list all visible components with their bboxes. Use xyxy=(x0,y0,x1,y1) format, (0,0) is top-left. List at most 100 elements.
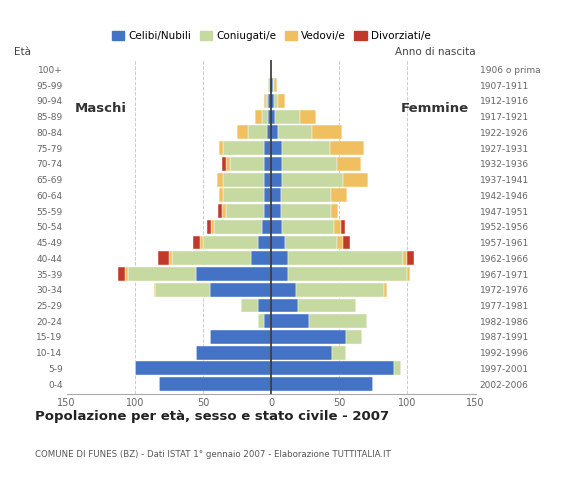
Bar xyxy=(125,267,128,281)
Bar xyxy=(270,78,271,92)
Bar xyxy=(222,157,226,171)
Bar xyxy=(218,204,222,218)
Bar xyxy=(271,220,282,234)
Bar xyxy=(274,78,277,92)
Bar xyxy=(336,157,361,171)
Bar xyxy=(262,110,269,123)
Bar xyxy=(285,236,336,250)
Bar xyxy=(298,299,356,312)
Bar xyxy=(271,377,374,391)
Bar xyxy=(271,110,276,123)
Bar xyxy=(346,330,362,344)
Bar xyxy=(135,361,271,375)
Bar xyxy=(278,125,312,139)
Bar xyxy=(207,220,211,234)
Bar xyxy=(278,94,285,108)
Bar xyxy=(296,283,385,297)
Bar xyxy=(334,220,340,234)
Bar xyxy=(155,283,210,297)
Bar xyxy=(271,125,278,139)
Bar xyxy=(271,141,282,155)
Bar xyxy=(237,125,248,139)
Bar xyxy=(312,125,342,139)
Bar xyxy=(255,110,262,123)
Bar xyxy=(281,204,331,218)
Bar xyxy=(251,252,271,265)
Bar xyxy=(340,220,345,234)
Bar xyxy=(276,110,300,123)
Bar xyxy=(219,141,223,155)
Bar xyxy=(403,252,407,265)
Legend: Celibi/Nubili, Coniugati/e, Vedovi/e, Divorziati/e: Celibi/Nubili, Coniugati/e, Vedovi/e, Di… xyxy=(107,27,435,45)
Bar xyxy=(223,141,264,155)
Bar xyxy=(282,173,343,187)
Bar xyxy=(217,173,223,187)
Bar xyxy=(128,267,196,281)
Bar xyxy=(214,220,262,234)
Bar xyxy=(288,252,403,265)
Bar xyxy=(264,204,271,218)
Bar xyxy=(271,78,273,92)
Bar xyxy=(194,236,200,250)
Bar xyxy=(160,377,271,391)
Bar xyxy=(271,252,288,265)
Bar xyxy=(223,189,264,202)
Bar xyxy=(271,314,309,328)
Bar xyxy=(264,314,271,328)
Bar xyxy=(271,94,274,108)
Bar xyxy=(331,189,347,202)
Bar xyxy=(210,283,271,297)
Bar xyxy=(196,346,271,360)
Bar xyxy=(394,361,401,375)
Bar xyxy=(222,204,226,218)
Bar xyxy=(271,330,346,344)
Bar xyxy=(258,299,271,312)
Bar xyxy=(300,110,316,123)
Bar xyxy=(264,141,271,155)
Bar xyxy=(264,173,271,187)
Bar xyxy=(258,314,264,328)
Text: Maschi: Maschi xyxy=(75,102,127,115)
Bar xyxy=(336,236,343,250)
Bar xyxy=(271,361,394,375)
Bar xyxy=(271,346,332,360)
Bar xyxy=(271,299,298,312)
Bar xyxy=(158,252,169,265)
Bar xyxy=(200,236,203,250)
Bar xyxy=(264,94,266,108)
Bar xyxy=(154,283,155,297)
Bar xyxy=(271,189,281,202)
Bar xyxy=(309,314,367,328)
Bar xyxy=(226,157,230,171)
Bar xyxy=(219,189,223,202)
Bar xyxy=(273,78,274,92)
Bar xyxy=(210,330,271,344)
Bar xyxy=(343,173,368,187)
Bar xyxy=(343,236,350,250)
Bar xyxy=(223,173,264,187)
Bar xyxy=(226,204,264,218)
Text: Popolazione per età, sesso e stato civile - 2007: Popolazione per età, sesso e stato civil… xyxy=(35,410,389,423)
Text: Età: Età xyxy=(13,47,31,57)
Bar xyxy=(267,125,271,139)
Bar xyxy=(266,94,269,108)
Bar xyxy=(269,94,271,108)
Bar xyxy=(264,157,271,171)
Bar xyxy=(269,78,270,92)
Bar xyxy=(407,252,414,265)
Bar xyxy=(282,220,334,234)
Text: COMUNE DI FUNES (BZ) - Dati ISTAT 1° gennaio 2007 - Elaborazione TUTTITALIA.IT: COMUNE DI FUNES (BZ) - Dati ISTAT 1° gen… xyxy=(35,450,390,459)
Bar xyxy=(331,204,338,218)
Bar xyxy=(211,220,214,234)
Bar xyxy=(271,283,296,297)
Bar xyxy=(281,189,331,202)
Bar xyxy=(271,267,288,281)
Bar xyxy=(258,236,271,250)
Bar xyxy=(264,189,271,202)
Bar xyxy=(203,236,258,250)
Text: Anno di nascita: Anno di nascita xyxy=(395,47,476,57)
Bar xyxy=(271,173,282,187)
Bar xyxy=(274,94,278,108)
Bar xyxy=(288,267,407,281)
Bar xyxy=(172,252,251,265)
